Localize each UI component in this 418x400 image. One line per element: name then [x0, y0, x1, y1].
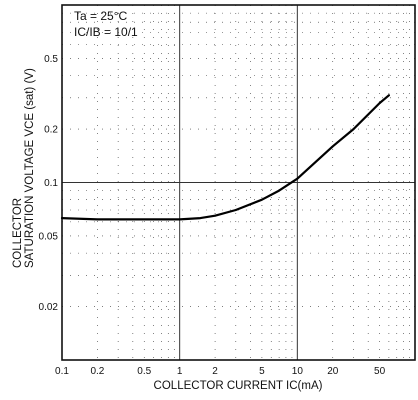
- x-tick-label: 20: [327, 366, 339, 377]
- data-point: [234, 209, 237, 211]
- data-point: [199, 217, 202, 220]
- data-point: [278, 189, 280, 192]
- data-point: [214, 214, 217, 217]
- x-tick-labels: 0.1 0.2 0.5 1 2 5 10 20 50: [55, 366, 386, 377]
- x-tick-label: 0.2: [90, 366, 104, 377]
- data-point: [143, 218, 146, 221]
- y-tick-label: 0.02: [39, 302, 59, 313]
- x-tick-label: 0.5: [137, 366, 151, 377]
- x-tick-label: 50: [374, 366, 386, 377]
- y-tick-label: 0.05: [39, 231, 59, 242]
- data-point: [296, 177, 299, 180]
- x-tick-label: 2: [212, 366, 218, 377]
- data-point: [96, 218, 99, 221]
- plot-frame: [61, 4, 416, 361]
- x-tick-label: 0.1: [55, 366, 69, 377]
- y-tick-label: 0.1: [44, 178, 58, 189]
- data-point: [331, 145, 334, 148]
- grid-lines: [62, 5, 415, 360]
- data-point: [61, 217, 63, 220]
- saturation-voltage-curve: [60, 94, 390, 221]
- x-tick-label: 1: [177, 366, 183, 377]
- y-tick-label: 0.5: [44, 54, 58, 65]
- y-axis-title: COLLECTOR SATURATION VOLTAGE VCE (sat) (…: [12, 68, 36, 268]
- data-point: [352, 128, 355, 131]
- data-layer: [60, 94, 390, 221]
- data-point: [178, 218, 181, 221]
- x-tick-label: 5: [259, 366, 265, 377]
- condition-current-ratio: IC/IB = 10/1: [74, 25, 138, 39]
- x-axis-title: COLLECTOR CURRENT IC(mA): [154, 380, 323, 392]
- data-point: [261, 198, 263, 201]
- condition-temperature: Ta = 25°C: [74, 9, 127, 23]
- y-axis-title-line2: SATURATION VOLTAGE VCE (sat) (V): [24, 68, 36, 268]
- x-tick-label: 10: [292, 366, 304, 377]
- y-axis-title-line1: COLLECTOR: [12, 198, 24, 268]
- y-tick-label: 0.2: [44, 125, 58, 136]
- data-point: [378, 102, 381, 104]
- data-point: [388, 94, 390, 97]
- y-tick-labels: 0.5 0.2 0.1 0.05 0.02: [39, 54, 59, 313]
